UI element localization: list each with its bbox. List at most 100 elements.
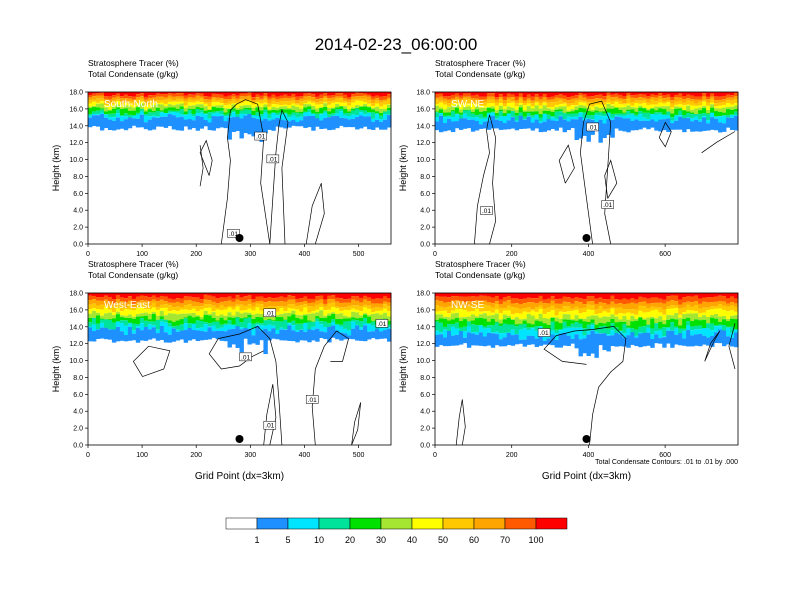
tracer-cell [155, 111, 161, 117]
tracer-cell [470, 301, 476, 306]
tracer-cell [107, 109, 113, 111]
tracer-cell [119, 315, 125, 318]
tracer-cell [534, 307, 540, 312]
tracer-cell [347, 119, 352, 128]
tracer-cell [211, 293, 216, 297]
tracer-cell [438, 311, 444, 315]
tracer-cell [610, 97, 615, 101]
tracer-cell [119, 297, 125, 302]
tracer-cell [610, 105, 615, 109]
tracer-cell [682, 96, 687, 100]
tracer-cell [339, 332, 344, 341]
tracer-cell [203, 99, 209, 102]
tracer-cell [718, 329, 723, 344]
tracer-cell [115, 314, 121, 324]
tracer-cell [191, 297, 197, 302]
tracer-cell [159, 295, 165, 300]
tracer-cell [694, 334, 699, 346]
tracer-cell [159, 96, 165, 101]
tracer-cell [610, 308, 615, 315]
tracer-cell [442, 112, 448, 116]
tracer-cell [259, 300, 264, 305]
tracer-cell [319, 310, 324, 318]
tracer-cell [195, 320, 201, 329]
tracer-cell [482, 295, 488, 301]
tracer-cell [506, 310, 512, 316]
x-tick-label: 400 [299, 452, 311, 459]
tracer-cell [335, 115, 340, 129]
tracer-cell [379, 113, 384, 116]
tracer-cell [458, 102, 464, 105]
tracer-cell [730, 296, 735, 303]
tracer-cell [686, 304, 691, 311]
tracer-cell [223, 320, 228, 324]
tracer-cell [299, 116, 304, 121]
tracer-cell [143, 99, 149, 103]
tracer-cell [119, 96, 125, 99]
tracer-cell [119, 98, 125, 102]
tracer-cell [586, 316, 591, 322]
tracer-cell [311, 302, 316, 307]
tracer-cell [494, 293, 500, 297]
tracer-cell [187, 102, 193, 106]
tracer-cell [446, 331, 452, 347]
tracer-cell [478, 103, 484, 106]
tracer-cell [143, 105, 149, 110]
tracer-cell [514, 115, 520, 121]
tracer-cell [634, 320, 639, 330]
tracer-cell [722, 92, 727, 96]
tracer-cell [502, 297, 508, 302]
tracer-cell [534, 311, 540, 319]
tracer-cell [482, 318, 488, 327]
tracer-cell [203, 324, 209, 332]
tracer-cell [207, 304, 212, 308]
tracer-cell [387, 104, 392, 108]
tracer-cell [722, 301, 727, 306]
tracer-cell [319, 104, 324, 108]
tracer-cell [171, 105, 177, 108]
tracer-cell [522, 119, 528, 120]
location-marker [582, 234, 591, 242]
tracer-cell [247, 299, 252, 305]
tracer-cell [554, 109, 559, 112]
tracer-cell [367, 106, 372, 108]
tracer-cell [315, 108, 320, 112]
tracer-cell [135, 99, 141, 104]
tracer-cell [534, 97, 540, 102]
tracer-cell [706, 307, 711, 311]
tracer-cell [155, 307, 161, 310]
tracer-cell [339, 324, 344, 327]
tracer-cell [155, 293, 161, 298]
tracer-cell [247, 107, 252, 110]
tracer-cell [666, 301, 671, 307]
colorbar-label: 100 [528, 535, 543, 545]
tracer-cell [195, 301, 201, 307]
tracer-cell [450, 110, 456, 112]
tracer-cell [446, 313, 452, 318]
tracer-cell [311, 113, 316, 116]
tracer-cell [482, 118, 488, 122]
tracer-cell [622, 309, 627, 314]
tracer-cell [235, 108, 240, 110]
tracer-cell [271, 321, 276, 326]
tracer-cell [570, 95, 575, 99]
tracer-cell [450, 117, 456, 122]
tracer-cell [514, 100, 520, 104]
tracer-cell [351, 96, 356, 100]
tracer-cell [646, 311, 651, 318]
tracer-cell [710, 92, 715, 94]
tracer-cell [458, 317, 464, 321]
tracer-cell [207, 314, 212, 316]
tracer-cell [331, 113, 336, 116]
tracer-cell [215, 315, 220, 321]
tracer-cell [207, 327, 212, 340]
tracer-cell [446, 112, 452, 116]
tracer-cell [243, 114, 248, 116]
tracer-cell [251, 92, 256, 98]
tracer-cell [183, 293, 189, 297]
tracer-cell [247, 295, 252, 300]
tracer-cell [562, 98, 567, 103]
tracer-cell [514, 313, 520, 318]
tracer-cell [239, 109, 244, 111]
tracer-cell [287, 98, 292, 102]
